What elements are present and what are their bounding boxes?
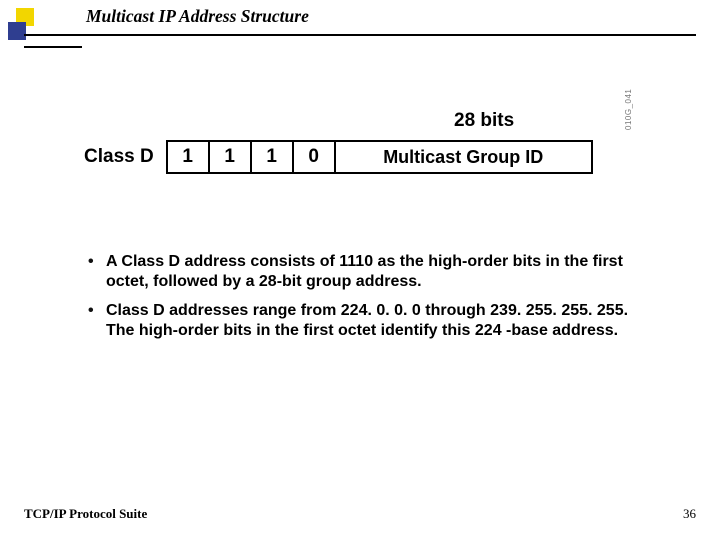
page-number: 36 (683, 506, 696, 522)
slide-title: Multicast IP Address Structure (86, 6, 309, 27)
prefix-bit: 1 (252, 142, 294, 172)
logo-blue-square (8, 22, 26, 40)
prefix-bit: 1 (168, 142, 210, 172)
prefix-bit: 0 (294, 142, 336, 172)
logo-decor (8, 8, 44, 44)
prefix-bit: 1 (210, 142, 252, 172)
title-underline-short (24, 46, 82, 48)
bullet-item: Class D addresses range from 224. 0. 0. … (86, 301, 656, 342)
address-box: 1 1 1 0 Multicast Group ID (166, 140, 593, 174)
bits-span-label: 28 bits (454, 110, 514, 132)
bullet-item: A Class D address consists of 1110 as th… (86, 252, 656, 293)
footer-text: TCP/IP Protocol Suite (24, 506, 147, 522)
class-d-label: Class D (84, 140, 166, 174)
group-id-cell: Multicast Group ID (336, 142, 591, 172)
figure-code: 010G_041 (624, 89, 633, 130)
title-underline (24, 34, 696, 36)
bullet-list: A Class D address consists of 1110 as th… (86, 252, 656, 350)
diagram-row: Class D 1 1 1 0 Multicast Group ID (84, 140, 593, 174)
